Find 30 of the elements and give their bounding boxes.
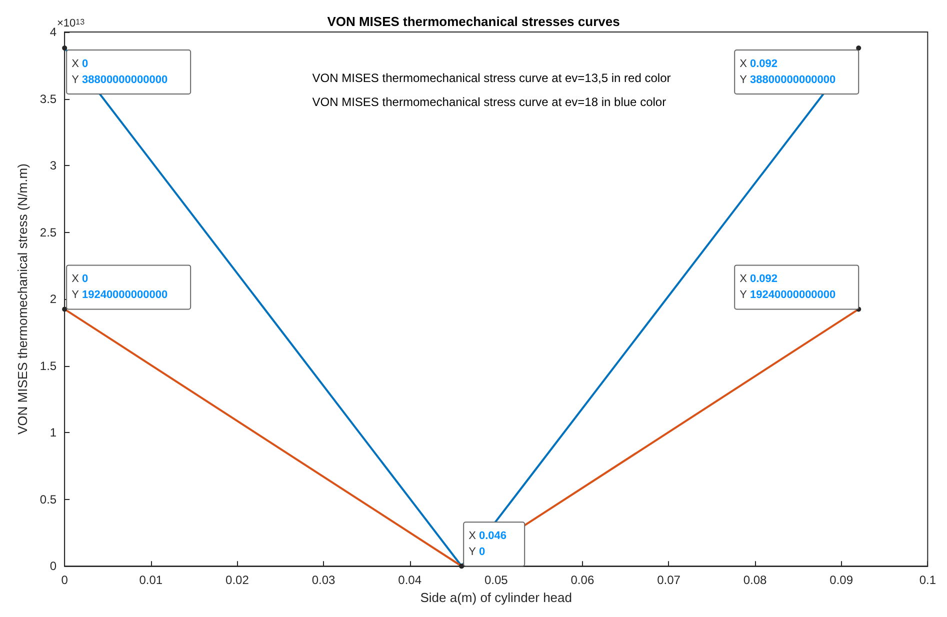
x-tick-label: 0.05 [484, 573, 508, 588]
y-tick-label: 0 [50, 559, 57, 574]
x-tick-label: 0 [61, 573, 68, 588]
annotation: X 0 Y 19240000000000 [72, 273, 168, 302]
y-axis-title: VON MISES thermomechanical stress (N/m.m) [15, 164, 30, 434]
x-tick-label: 0.02 [226, 573, 250, 588]
x-tick-label: 0.06 [570, 573, 594, 588]
y-tick-label: 1 [50, 426, 57, 440]
y-tick-label: 2 [50, 292, 57, 306]
annotation: X 0.046 Y 0 [468, 530, 507, 558]
annotation: X 0.092 Y 38800000000000 [740, 58, 836, 86]
y-tick-label: 3 [50, 158, 57, 173]
annotation: X 0.092 Y 19240000000000 [740, 273, 836, 302]
y-tick-label: 2.5 [40, 225, 57, 240]
x-tick-label: 0.1 [919, 573, 936, 588]
x-tick-label: 0.01 [139, 573, 163, 588]
y-tick-label: 4 [50, 25, 57, 39]
annotation: VON MISES thermomechanical stress curve at ev=18 in blue color [312, 95, 666, 109]
x-axis-title: Side a(m) of cylinder head [420, 590, 572, 605]
y-tick-label: 1.5 [40, 358, 57, 373]
y-tick-label: 3.5 [40, 92, 57, 106]
y-tick-label: 0.5 [40, 492, 57, 506]
annotation: VON MISES thermomechanical stress curve at ev=13,5 in red color [312, 71, 671, 85]
chart-title: VON MISES thermomechanical stresses curves [327, 14, 620, 29]
x-tick-label: 0.08 [743, 573, 768, 588]
x-tick-label: 0.04 [398, 573, 422, 588]
x-tick-label: 0.09 [830, 573, 854, 588]
x-tick-label: 0.07 [657, 573, 681, 588]
x-tick-label: 0.03 [312, 573, 336, 588]
annotation: X 0 Y 38800000000000 [72, 58, 168, 86]
